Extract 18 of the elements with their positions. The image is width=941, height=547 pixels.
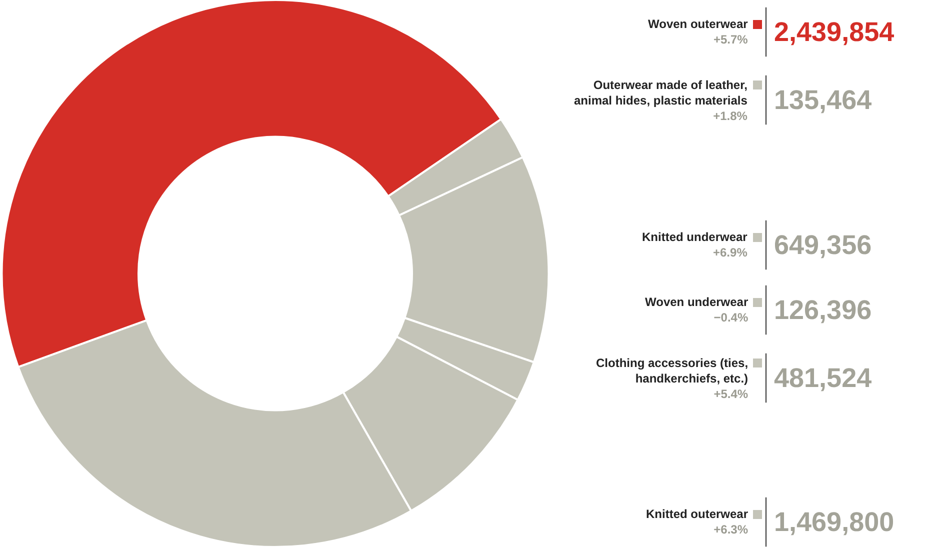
legend-label: Knitted outerwear [646,507,748,521]
text: +5.4% [714,387,748,402]
text: +5.7% [713,32,748,47]
text: +6.9% [713,246,748,260]
data-label: 126,396 [774,295,872,325]
text: +1.8% [713,109,748,124]
text: −0.4% [714,310,748,325]
legend-label: Woven outerwear [648,17,748,31]
legend-label: Woven underwear [645,295,748,309]
data-label: 135,464 [774,85,872,115]
legend-label: Knitted underwear [642,230,748,244]
legend-label: Clothing accessories (ties, handkerchiefs, etc.) [596,356,748,386]
data-label: 649,356 [774,230,872,260]
data-label: 2,439,854 [774,17,894,47]
data-label: 1,469,800 [774,507,894,537]
text: +6.3% [714,522,748,537]
legend-label: Outerwear made of leather, animal hides, plastic materials [574,78,748,108]
data-label: 481,524 [774,363,872,393]
